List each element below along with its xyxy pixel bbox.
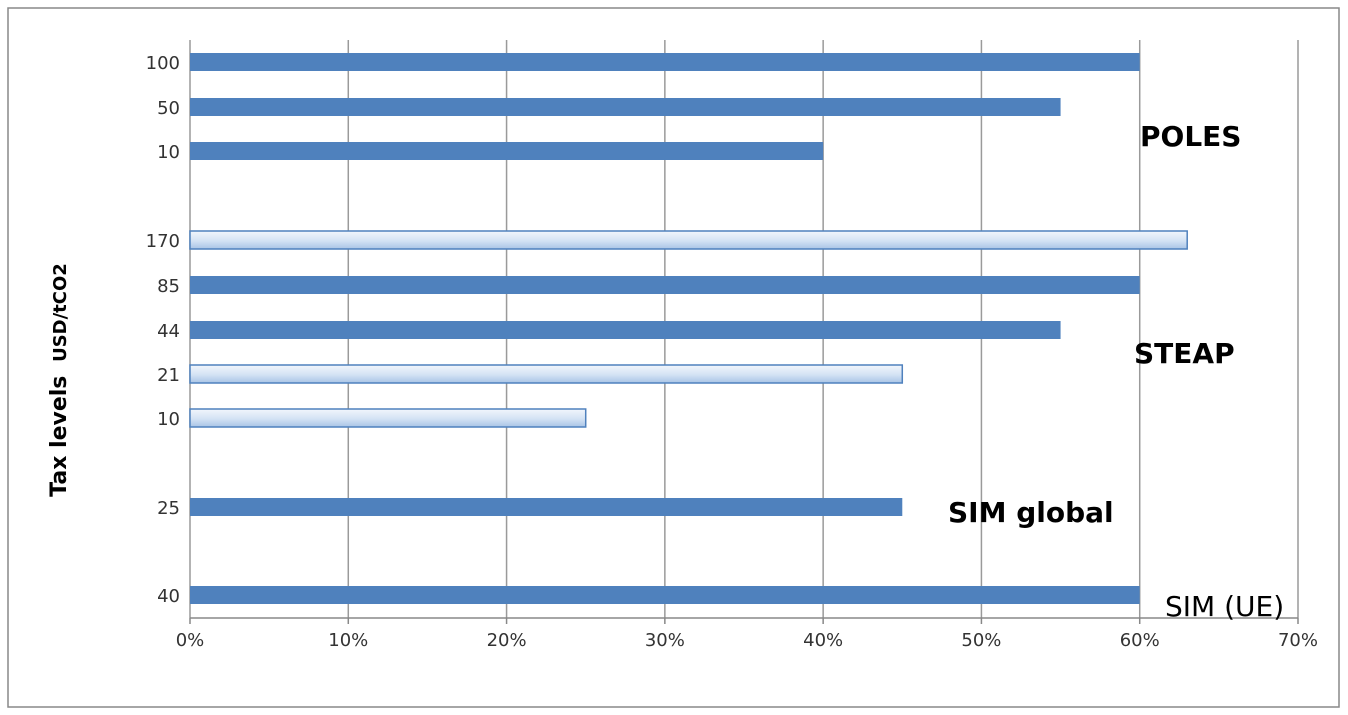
y-axis-label-unit: USD/tCO2 bbox=[50, 263, 71, 362]
x-tick-label: 60% bbox=[1120, 630, 1160, 651]
bar-sim-ue--40 bbox=[190, 586, 1140, 604]
y-tick-label: 100 bbox=[146, 53, 180, 74]
y-tick-label: 10 bbox=[157, 409, 180, 430]
y-tick-label: 85 bbox=[157, 276, 180, 297]
y-tick-label: 50 bbox=[157, 98, 180, 119]
x-tick-label: 50% bbox=[961, 630, 1001, 651]
y-tick-label: 44 bbox=[157, 321, 180, 342]
x-tick-label: 10% bbox=[328, 630, 368, 651]
bar-steap-85 bbox=[190, 276, 1140, 294]
group-label-sim-global: SIM global bbox=[948, 496, 1114, 529]
x-tick-label: 30% bbox=[645, 630, 685, 651]
x-tick-label: 70% bbox=[1278, 630, 1318, 651]
y-tick-label: 170 bbox=[146, 231, 180, 252]
bar-poles-50 bbox=[190, 98, 1061, 116]
bar-steap-21 bbox=[189, 364, 904, 384]
bars bbox=[189, 53, 1188, 604]
bar-steap-10 bbox=[189, 408, 587, 428]
bar-sim-global-25 bbox=[190, 498, 903, 516]
bar-poles-10 bbox=[190, 142, 824, 160]
group-label-poles: POLES bbox=[1140, 120, 1241, 153]
y-tick-label: 25 bbox=[157, 498, 180, 519]
bar-poles-100 bbox=[190, 53, 1140, 71]
y-tick-label: 21 bbox=[157, 365, 180, 386]
bar-steap-170 bbox=[189, 230, 1188, 250]
bar-steap-44 bbox=[190, 321, 1061, 339]
group-label-sim-ue-: SIM (UE) bbox=[1165, 590, 1284, 623]
y-tick-label: 10 bbox=[157, 142, 180, 163]
y-axis-label: Tax levels USD/tCO2 bbox=[47, 263, 72, 497]
x-tick-label: 0% bbox=[176, 630, 205, 651]
x-tick-label: 20% bbox=[487, 630, 527, 651]
x-tick-label: 40% bbox=[803, 630, 843, 651]
y-axis-label-main: Tax levels bbox=[47, 376, 72, 497]
y-tick-label: 40 bbox=[157, 586, 180, 607]
labels: 0% 10% 20% 30% 40% 50% 60% 70% 100 50 10 POLES 170 85… bbox=[146, 53, 1318, 651]
group-label-steap: STEAP bbox=[1134, 337, 1235, 370]
